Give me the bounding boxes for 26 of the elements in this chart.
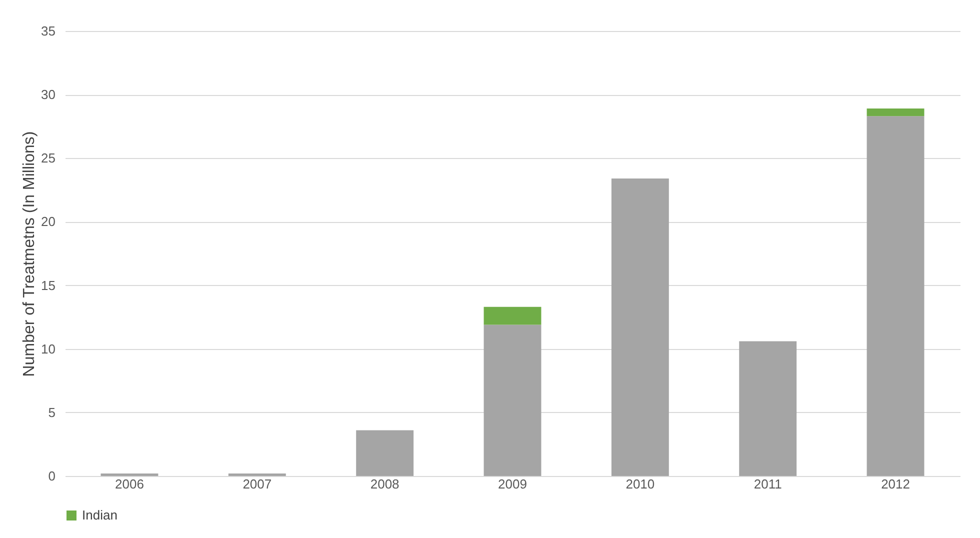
y-tick-label: 35: [41, 24, 56, 38]
x-tick-label: 2009: [498, 476, 527, 492]
x-tick-label: 2007: [242, 476, 272, 492]
bar: [228, 473, 286, 476]
y-tick-label: 20: [41, 214, 56, 230]
bar: [356, 430, 414, 476]
x-tick-label: 2011: [754, 476, 782, 492]
legend-label: Indian: [82, 508, 118, 522]
y-tick-label: 0: [48, 468, 56, 484]
y-tick-label: 15: [41, 278, 56, 293]
x-tick-label: 2006: [115, 476, 144, 492]
bar: [611, 178, 669, 476]
y-tick-label: 25: [41, 150, 56, 166]
bar: [100, 473, 158, 476]
bar: [484, 324, 542, 476]
bar: [484, 306, 542, 325]
bar: [739, 341, 797, 476]
x-tick-label: 2012: [881, 476, 910, 492]
y-tick-label: 30: [41, 87, 56, 102]
bar: [866, 116, 924, 476]
y-tick-label: 5: [48, 404, 56, 420]
y-tick-label: 10: [41, 341, 56, 356]
y-axis-title: Number of Treatmetns (In Millions): [21, 131, 38, 377]
x-tick-label: 2010: [626, 476, 655, 492]
x-tick-label: 2008: [370, 476, 400, 492]
bar: [866, 108, 924, 116]
